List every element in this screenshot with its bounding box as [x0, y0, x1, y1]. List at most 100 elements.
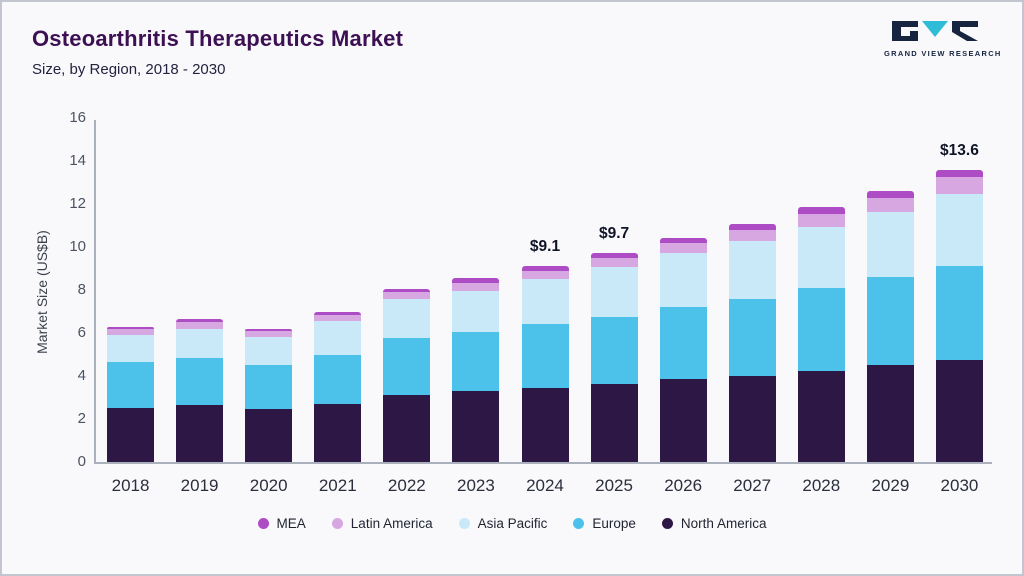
bar-segment-europe — [797, 287, 845, 371]
bar-segment-latin-america — [107, 328, 155, 336]
legend-label: MEA — [276, 516, 306, 531]
bar-2021 — [314, 311, 362, 462]
legend-item-latin-america: Latin America — [331, 516, 433, 531]
bar-segment-latin-america — [728, 229, 776, 241]
bar-segment-latin-america — [659, 242, 707, 254]
bar-value-annotation: $9.7 — [598, 225, 630, 243]
y-tick-label: 0 — [77, 453, 86, 470]
bar-2022 — [383, 288, 431, 462]
bar-segment-europe — [107, 362, 155, 409]
bar-2023 — [452, 278, 500, 462]
legend-label: Asia Pacific — [477, 516, 548, 531]
bar-segment-north-america — [245, 409, 293, 462]
bar-2029 — [866, 191, 914, 462]
bar-segment-north-america — [866, 365, 914, 462]
bar-segment-north-america — [590, 383, 638, 462]
y-tick-label: 16 — [69, 109, 86, 126]
bar-segment-latin-america — [452, 282, 500, 292]
bar-segment-mea — [521, 266, 569, 271]
legend-swatch — [331, 518, 343, 529]
gvr-logo: GRAND VIEW RESEARCH — [884, 20, 1002, 58]
bar-2028 — [797, 207, 845, 462]
bar-segment-north-america — [728, 376, 776, 462]
legend-item-europe: Europe — [573, 516, 636, 531]
bar-segment-asia-pacific — [797, 226, 845, 288]
bar-2026 — [659, 238, 707, 462]
bar-2025 — [590, 253, 638, 462]
bar-segment-europe — [383, 338, 431, 396]
bar-segment-north-america — [176, 405, 224, 462]
legend: MEA Latin America Asia Pacific Europe North … — [2, 516, 1022, 531]
bar-segment-europe — [659, 307, 707, 380]
bar-segment-asia-pacific — [383, 298, 431, 339]
bar-value-annotation: $9.1 — [529, 238, 561, 256]
legend-swatch — [573, 518, 585, 529]
bar-segment-north-america — [797, 370, 845, 462]
bar-segment-europe — [314, 354, 362, 404]
header: Osteoarthritis Therapeutics Market Size,… — [32, 26, 403, 78]
y-tick-label: 8 — [77, 281, 86, 298]
x-tick-label: 2020 — [249, 476, 288, 495]
bar-segment-europe — [521, 324, 569, 388]
y-tick-label: 10 — [69, 238, 86, 255]
legend-item-asia-pacific: Asia Pacific — [458, 516, 548, 531]
bar-segment-mea — [728, 224, 776, 230]
bar-segment-north-america — [521, 387, 569, 462]
x-tick-label: 2025 — [595, 476, 633, 495]
bar-segment-latin-america — [935, 177, 983, 195]
x-tick-label: 2026 — [664, 476, 703, 495]
bar-segment-latin-america — [590, 257, 638, 268]
bar-segment-mea — [935, 169, 983, 178]
bar-segment-europe — [176, 357, 224, 406]
bar-segment-latin-america — [176, 322, 224, 329]
x-tick-label: 2018 — [111, 476, 150, 495]
bar-2019 — [176, 319, 224, 462]
bar-segment-asia-pacific — [314, 321, 362, 355]
bar-segment-asia-pacific — [245, 337, 293, 366]
y-tick-label: 6 — [77, 324, 86, 341]
bar-segment-north-america — [107, 408, 155, 462]
legend-label: North America — [680, 516, 767, 531]
bar-2018 — [107, 326, 155, 462]
bar-segment-asia-pacific — [521, 279, 569, 325]
gvr-logo-text: GRAND VIEW RESEARCH — [884, 49, 1002, 58]
gvr-logo-icon — [888, 21, 984, 46]
y-axis-label: Market Size (US$B) — [34, 230, 50, 354]
bar-segment-latin-america — [314, 314, 362, 322]
bar-2030 — [935, 169, 983, 462]
x-tick-label: 2021 — [318, 476, 357, 495]
bar-segment-europe — [590, 316, 638, 384]
bar-segment-latin-america — [797, 213, 845, 227]
page-subtitle: Size, by Region, 2018 - 2030 — [32, 61, 226, 78]
bar-segment-north-america — [383, 395, 431, 462]
bar-segment-europe — [452, 331, 500, 392]
legend-item-mea: MEA — [257, 516, 306, 531]
bar-segment-mea — [866, 191, 914, 198]
legend-item-north-america: North America — [661, 516, 767, 531]
bar-segment-mea — [452, 278, 500, 283]
bar-segment-north-america — [452, 391, 500, 462]
bar-segment-europe — [728, 298, 776, 376]
bar-segment-north-america — [935, 359, 983, 462]
bar-value-annotation: $13.6 — [940, 141, 979, 159]
bar-segment-mea — [314, 311, 362, 315]
y-tick-label: 12 — [69, 195, 86, 212]
x-tick-label: 2022 — [387, 476, 426, 495]
bar-segment-mea — [797, 207, 845, 214]
plot-area: 0 2 4 6 8 10 12 14 16 2018 2019 2020 2021 2022 2023 202… — [69, 109, 992, 495]
bar-segment-asia-pacific — [866, 211, 914, 278]
x-tick-label: 2029 — [871, 476, 910, 495]
bar-segment-asia-pacific — [659, 253, 707, 308]
bar-segment-europe — [866, 277, 914, 366]
bar-segment-mea — [659, 238, 707, 243]
x-tick-label: 2024 — [526, 476, 564, 495]
y-tick-label: 2 — [77, 410, 86, 427]
bar-segment-asia-pacific — [728, 240, 776, 299]
bar-segment-mea — [590, 253, 638, 258]
bar-2024 — [521, 266, 569, 462]
bar-segment-europe — [935, 266, 983, 360]
y-tick-label: 14 — [69, 152, 86, 169]
bar-segment-mea — [176, 319, 224, 323]
bar-2020 — [245, 328, 293, 462]
